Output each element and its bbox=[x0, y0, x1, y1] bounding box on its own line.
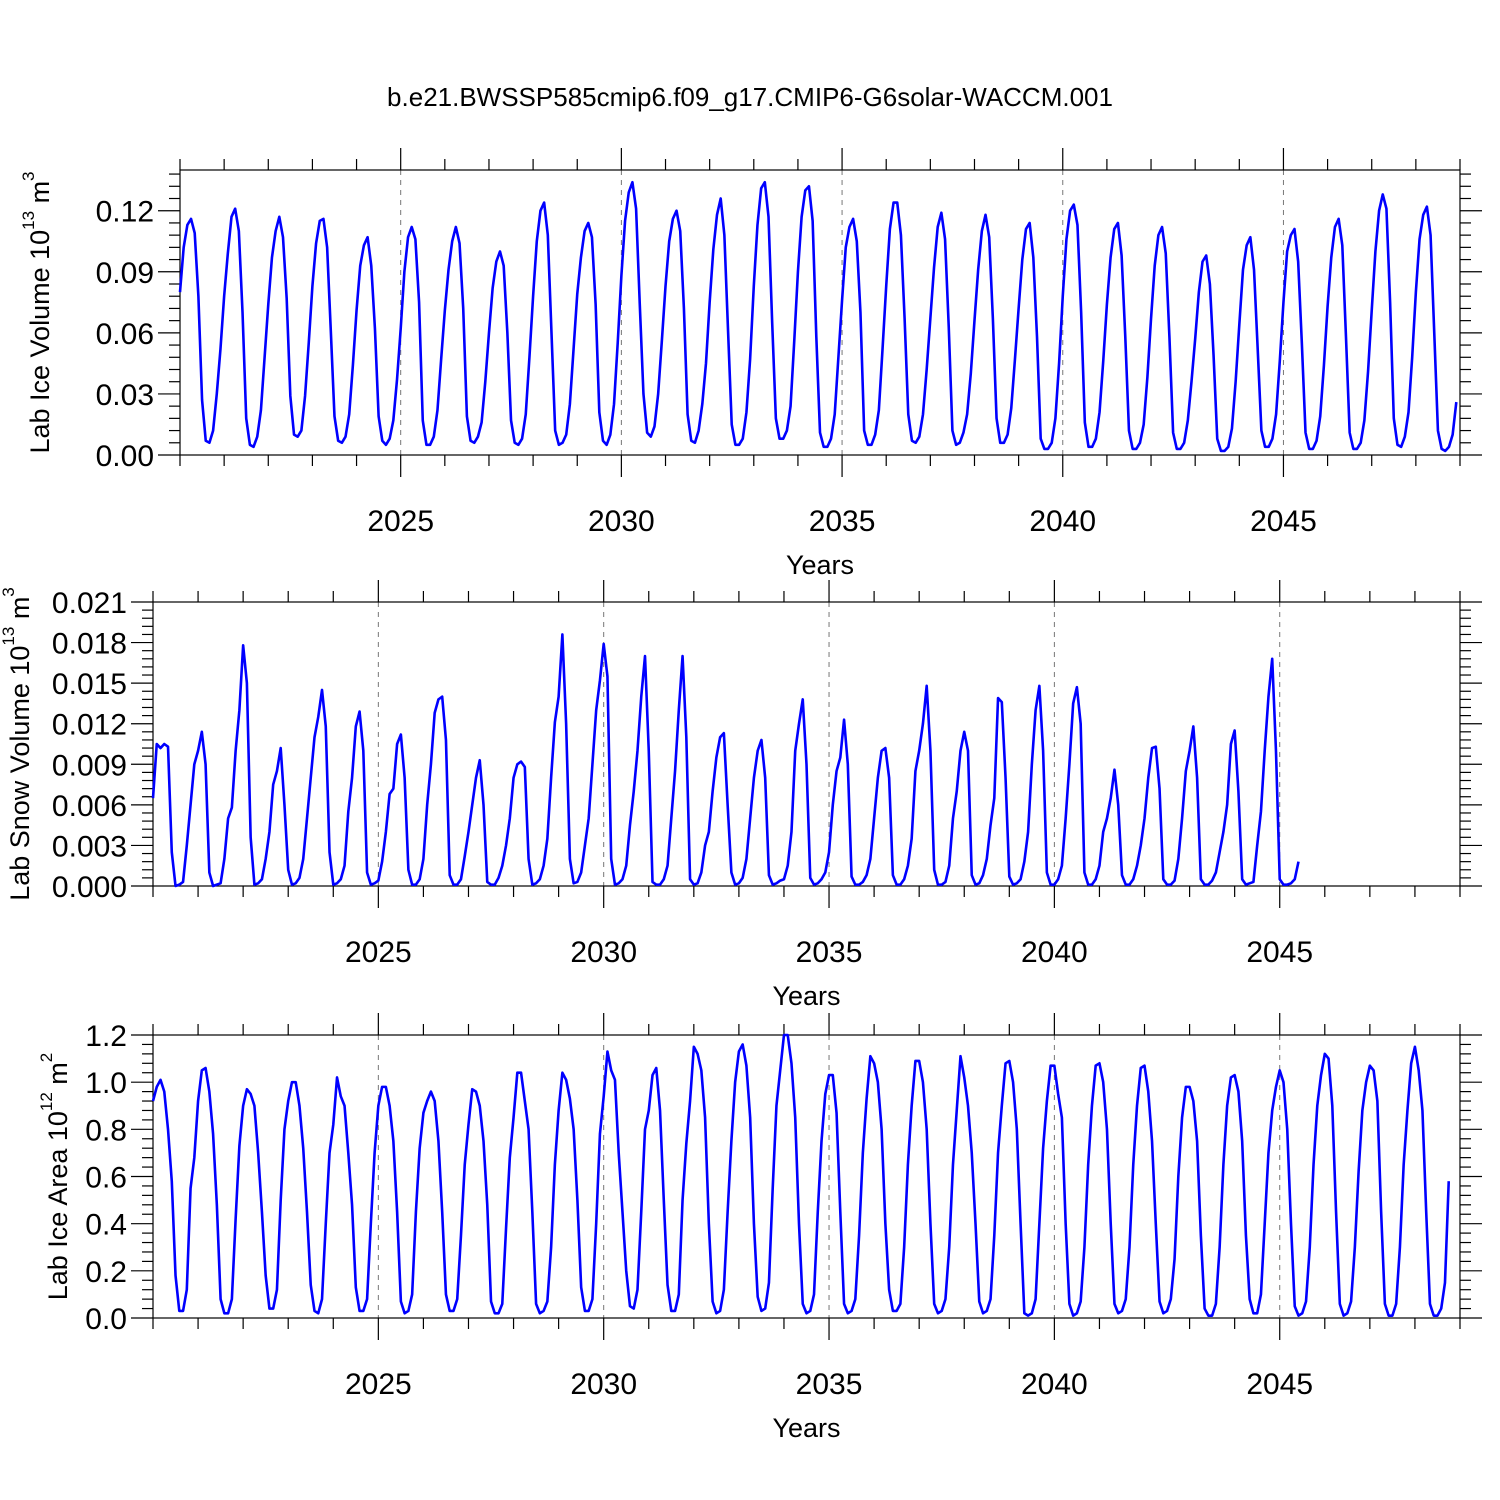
series-line bbox=[151, 633, 1300, 888]
y-tick-label: 0.009 bbox=[52, 749, 127, 782]
y-tick-label: 0.021 bbox=[52, 587, 127, 620]
x-tick-label: 2035 bbox=[809, 505, 876, 538]
x-tick-label: 2040 bbox=[1021, 1368, 1088, 1401]
y-tick-label: 0.8 bbox=[85, 1114, 127, 1147]
x-tick-label: 2025 bbox=[345, 1368, 412, 1401]
plot-frame bbox=[179, 169, 1461, 456]
y-tick-label: 0.09 bbox=[96, 257, 154, 290]
plot-frame bbox=[152, 601, 1461, 887]
chart-panels: 2025 2030 2035 2040 2045 0.00 0.03 0.06 0.09 0.12… bbox=[0, 148, 1482, 1443]
y-tick-label: 0.03 bbox=[96, 379, 154, 412]
x-tick-label: 2045 bbox=[1246, 936, 1313, 969]
y-tick-label: 0.4 bbox=[85, 1209, 127, 1242]
y-axis-label: Lab Ice Area 1012 m2 bbox=[37, 1053, 73, 1301]
chart-panel-2: 2025 2030 2035 2040 2045 0.000 0.003 0.006 0.009… bbox=[0, 580, 1482, 1011]
y-tick-label: 0.000 bbox=[52, 871, 127, 904]
y-tick-label: 0.003 bbox=[52, 830, 127, 863]
y-tick-label: 0.015 bbox=[52, 668, 127, 701]
x-tick-label: 2035 bbox=[796, 1368, 863, 1401]
y-tick-label: 0.2 bbox=[85, 1256, 127, 1289]
x-tick-label: 2045 bbox=[1250, 505, 1317, 538]
x-tick-label: 2025 bbox=[345, 936, 412, 969]
x-tick-label: 2030 bbox=[570, 936, 637, 969]
x-axis-label: Years bbox=[786, 550, 854, 580]
chart-panel-3: 2025 2030 2035 2040 2045 0.0 0.2 0.4 0.6 0.8 1.0 1.… bbox=[37, 1013, 1482, 1443]
y-tick-label: 0.06 bbox=[96, 318, 154, 351]
x-tick-label: 2030 bbox=[588, 505, 655, 538]
y-tick-label: 0.00 bbox=[96, 440, 154, 473]
y-tick-label: 0.6 bbox=[85, 1162, 127, 1195]
y-axis-label: Lab Snow Volume 1013 m3 bbox=[0, 587, 35, 901]
y-tick-label: 0.006 bbox=[52, 790, 127, 823]
y-tick-label: 0.018 bbox=[52, 628, 127, 661]
x-tick-label: 2040 bbox=[1021, 936, 1088, 969]
x-tick-label: 2045 bbox=[1246, 1368, 1313, 1401]
y-axis-label: Lab Ice Volume 1013 m3 bbox=[19, 171, 55, 453]
y-tick-label: 0.012 bbox=[52, 709, 127, 742]
chart-panel-1: 2025 2030 2035 2040 2045 0.00 0.03 0.06 0.09 0.12… bbox=[19, 148, 1482, 580]
y-tick-label: 1.0 bbox=[85, 1067, 127, 1100]
series-line bbox=[178, 180, 1458, 453]
series-line bbox=[151, 1033, 1451, 1317]
x-tick-label: 2030 bbox=[570, 1368, 637, 1401]
x-tick-label: 2040 bbox=[1029, 505, 1096, 538]
x-tick-label: 2035 bbox=[796, 936, 863, 969]
y-tick-label: 1.2 bbox=[85, 1020, 127, 1053]
x-tick-label: 2025 bbox=[367, 505, 434, 538]
x-axis-label: Years bbox=[772, 1413, 840, 1443]
x-axis-label: Years bbox=[772, 981, 840, 1011]
y-tick-label: 0.12 bbox=[96, 196, 154, 229]
figure-title: b.e21.BWSSP585cmip6.f09_g17.CMIP6-G6sola… bbox=[387, 82, 1113, 112]
y-tick-label: 0.0 bbox=[85, 1303, 127, 1336]
